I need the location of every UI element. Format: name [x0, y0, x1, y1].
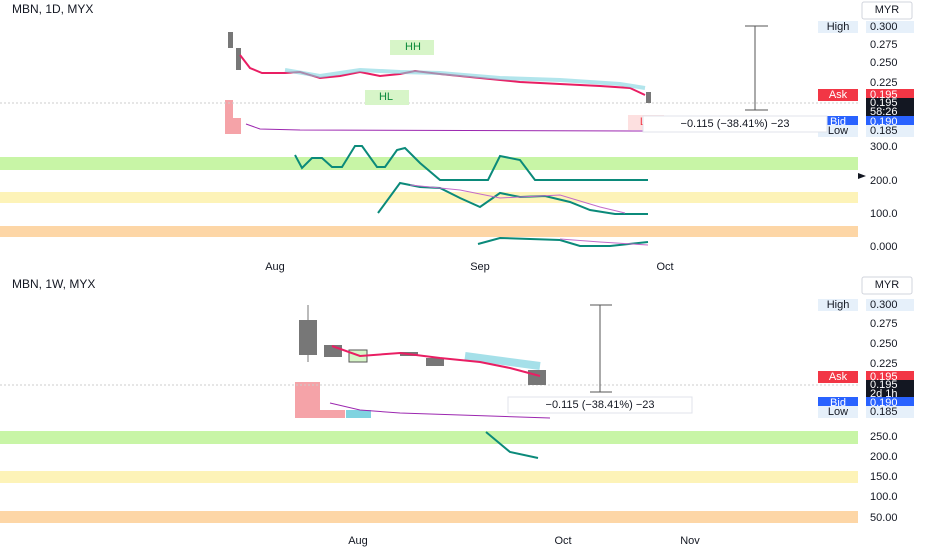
x-tick-label: Oct: [656, 261, 673, 273]
indicator-tick-label: 250.0: [870, 431, 898, 443]
price-value: 0.190: [870, 397, 898, 409]
price-tick-label: 0.225: [870, 77, 898, 89]
indicator-tick-label: 200.0: [870, 175, 898, 187]
measure-box: [507, 396, 693, 414]
last-price: 0.195: [870, 379, 898, 391]
measure-box: [642, 115, 828, 133]
x-tick-label: Oct: [554, 535, 571, 547]
price-value-box: [866, 125, 914, 137]
indicator-tick-label: 300.0: [870, 141, 898, 153]
price-tag-box: [818, 89, 858, 101]
weekly-chart-drawing: [0, 304, 858, 523]
price-value: 0.195: [870, 371, 898, 383]
indicator-tick-label: 200.0: [870, 451, 898, 463]
price-tag-label: High: [827, 299, 850, 311]
price-tick-label: 0.250: [870, 57, 898, 69]
bar-countdown: 58:26: [870, 106, 898, 118]
annotation: HH: [405, 41, 421, 53]
indicator-tick-label: 50.00: [870, 512, 898, 524]
daily-chart-drawing: [0, 25, 866, 247]
x-tick-label: Aug: [348, 535, 368, 547]
x-tick-label: Aug: [265, 261, 285, 273]
price-tag-label: Ask: [829, 371, 848, 383]
measure-label: −0.115 (−38.41%) −23: [546, 399, 655, 411]
price-value: 0.300: [870, 21, 898, 33]
price-tag-label: Bid: [830, 116, 846, 128]
indicator-tick-label: 150.0: [870, 471, 898, 483]
price-tick-label: 0.275: [870, 318, 898, 330]
price-tag-box: [818, 406, 858, 418]
price-tag-label: High: [827, 21, 850, 33]
last-price-box: [866, 98, 914, 117]
price-value: 0.185: [870, 125, 898, 137]
price-tag-box: [818, 371, 858, 383]
price-value-box: [866, 299, 914, 311]
price-tag-label: Low: [828, 125, 848, 137]
price-value: 0.195: [870, 89, 898, 101]
price-tag-label: Low: [828, 406, 848, 418]
x-tick-label: Sep: [470, 261, 490, 273]
price-value: 0.190: [870, 116, 898, 128]
price-tag-box: [818, 21, 858, 33]
price-value: 0.300: [870, 299, 898, 311]
chart-header: MBN, 1D, MYX: [12, 2, 93, 16]
price-value-box: [866, 406, 914, 418]
price-tag-box: [818, 125, 858, 137]
price-value-box: [866, 21, 914, 33]
currency: MYR: [875, 4, 900, 16]
indicator-tick-label: 0.000: [870, 241, 898, 253]
measure-label: −0.115 (−38.41%) −23: [681, 118, 790, 130]
price-tick-label: 0.250: [870, 338, 898, 350]
price-value: 0.185: [870, 406, 898, 418]
annotation: HL: [379, 91, 393, 103]
last-price: 0.195: [870, 97, 898, 109]
currency-box: [861, 1, 913, 20]
currency: MYR: [875, 279, 900, 291]
price-tag-label: Bid: [830, 397, 846, 409]
price-tick-label: 0.225: [870, 358, 898, 370]
price-tag-label: Ask: [829, 89, 848, 101]
chart-header: MBN, 1W, MYX: [12, 277, 95, 291]
last-price-box: [866, 380, 914, 399]
indicator-tick-label: 100.0: [870, 491, 898, 503]
price-tick-label: 0.275: [870, 39, 898, 51]
bar-countdown: 2d 1h: [870, 388, 898, 400]
price-tag-box: [818, 299, 858, 311]
x-tick-label: Nov: [680, 535, 700, 547]
indicator-tick-label: 100.0: [870, 208, 898, 220]
currency-box: [861, 276, 913, 295]
